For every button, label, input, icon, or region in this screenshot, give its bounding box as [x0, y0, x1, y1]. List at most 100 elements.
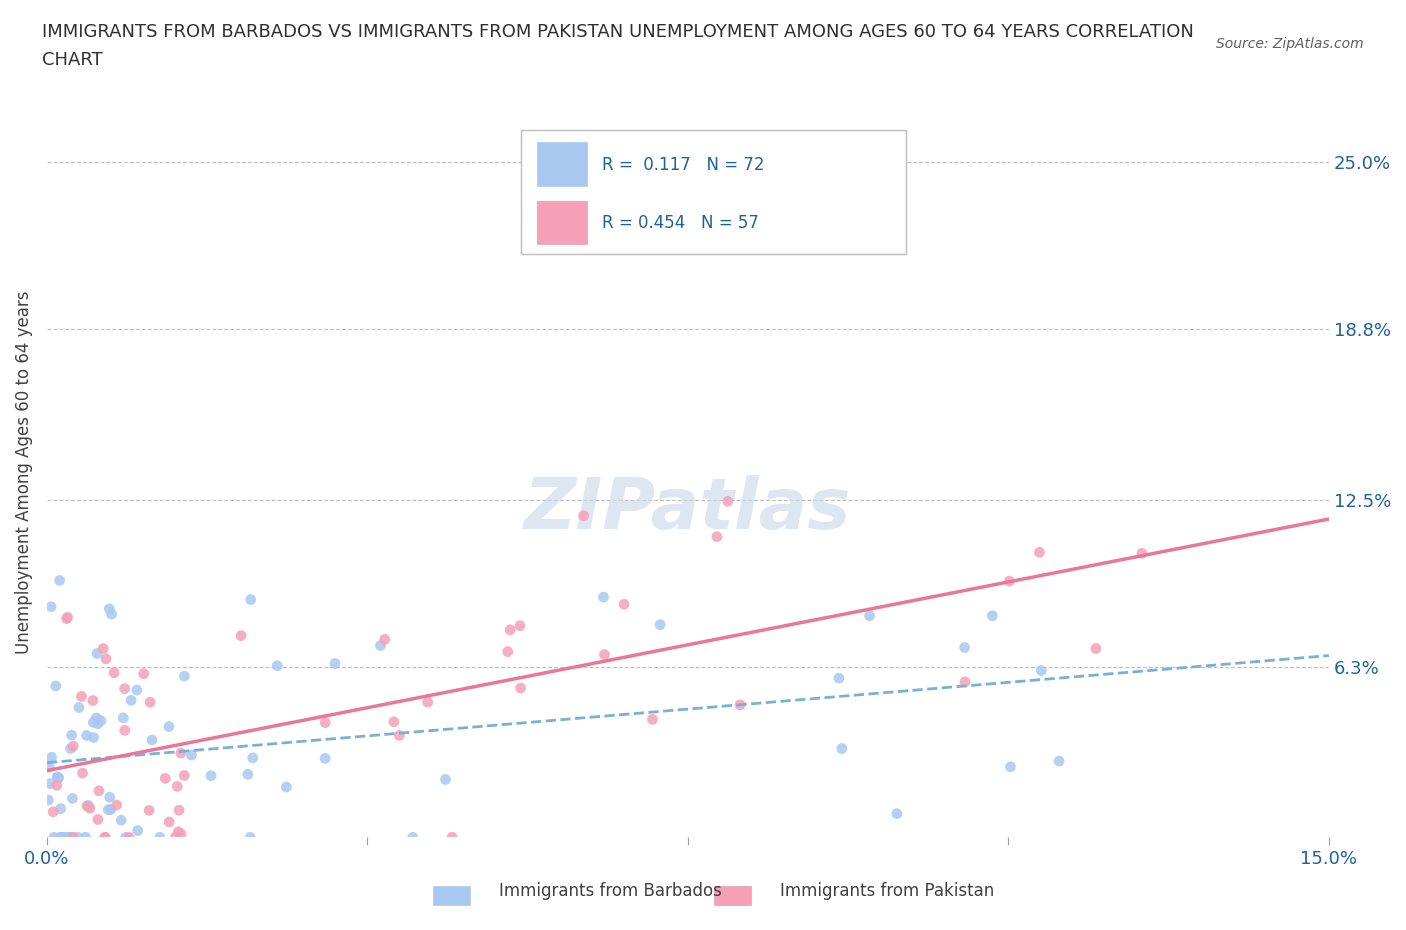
Point — [641, 712, 664, 727]
Point — [382, 714, 405, 729]
Point — [75, 830, 97, 844]
Point — [236, 767, 259, 782]
Point — [139, 695, 162, 710]
Point — [76, 799, 98, 814]
Point — [173, 768, 195, 783]
Point — [717, 494, 740, 509]
Text: Source: ZipAtlas.com: Source: ZipAtlas.com — [1216, 37, 1364, 51]
Point — [98, 790, 121, 804]
Point — [79, 801, 101, 816]
Text: Immigrants from Barbados: Immigrants from Barbados — [499, 883, 723, 900]
Point — [49, 830, 72, 844]
Point — [728, 698, 751, 712]
Point — [572, 509, 595, 524]
Point — [314, 751, 336, 765]
Point — [167, 803, 190, 817]
Point — [496, 644, 519, 659]
Point — [76, 728, 98, 743]
Point — [93, 830, 115, 844]
Point — [100, 606, 122, 621]
Point — [55, 611, 77, 626]
Point — [141, 733, 163, 748]
Point — [370, 638, 392, 653]
Point — [60, 727, 83, 742]
Point — [60, 830, 83, 844]
Point — [82, 693, 104, 708]
Point — [39, 599, 62, 614]
Point — [42, 804, 65, 819]
Point — [831, 741, 853, 756]
Point — [42, 830, 65, 844]
Point — [48, 770, 70, 785]
Point — [84, 711, 107, 725]
Point — [52, 830, 75, 844]
Point — [112, 711, 135, 725]
Point — [1028, 545, 1050, 560]
Point — [165, 830, 187, 844]
Point — [593, 647, 616, 662]
Point — [90, 713, 112, 728]
Point — [886, 806, 908, 821]
Point — [49, 802, 72, 817]
Point — [83, 730, 105, 745]
Point — [242, 751, 264, 765]
Point — [118, 830, 141, 844]
Point — [953, 640, 976, 655]
Point — [59, 830, 82, 844]
Point — [1084, 641, 1107, 656]
Point — [45, 777, 67, 792]
Point — [276, 779, 298, 794]
Point — [441, 830, 464, 844]
Point — [434, 772, 457, 787]
Point — [1000, 760, 1022, 775]
Point — [51, 830, 73, 844]
Point — [59, 741, 82, 756]
Point — [173, 669, 195, 684]
Point — [509, 618, 531, 633]
Point — [127, 823, 149, 838]
Point — [48, 770, 70, 785]
Point — [592, 590, 614, 604]
Point — [114, 830, 136, 844]
Point — [56, 610, 79, 625]
Point — [509, 681, 531, 696]
Point — [1130, 546, 1153, 561]
Point — [167, 824, 190, 839]
Point — [39, 777, 62, 791]
Point — [114, 723, 136, 737]
Point — [229, 629, 252, 644]
Point — [41, 750, 63, 764]
Point — [70, 689, 93, 704]
Point — [157, 815, 180, 830]
Point — [323, 656, 346, 671]
Point — [45, 679, 67, 694]
Point — [91, 641, 114, 656]
Point — [859, 608, 882, 623]
Point — [416, 695, 439, 710]
Point — [49, 830, 72, 844]
Point — [499, 622, 522, 637]
Point — [648, 618, 671, 632]
Text: Immigrants from Pakistan: Immigrants from Pakistan — [780, 883, 994, 900]
Point — [314, 715, 336, 730]
Point — [67, 830, 90, 844]
Point — [48, 573, 70, 588]
Point — [155, 771, 177, 786]
Point — [1047, 753, 1070, 768]
Point — [62, 790, 84, 805]
Point — [94, 651, 117, 666]
Point — [266, 658, 288, 673]
Point — [166, 779, 188, 794]
Point — [1031, 663, 1053, 678]
Point — [388, 728, 411, 743]
Y-axis label: Unemployment Among Ages 60 to 64 years: Unemployment Among Ages 60 to 64 years — [15, 291, 32, 655]
Point — [157, 719, 180, 734]
Point — [37, 792, 59, 807]
Point — [62, 738, 84, 753]
Point — [56, 830, 79, 844]
Point — [103, 665, 125, 680]
Point — [110, 813, 132, 828]
Point — [87, 716, 110, 731]
Point — [46, 770, 69, 785]
Point — [105, 798, 128, 813]
